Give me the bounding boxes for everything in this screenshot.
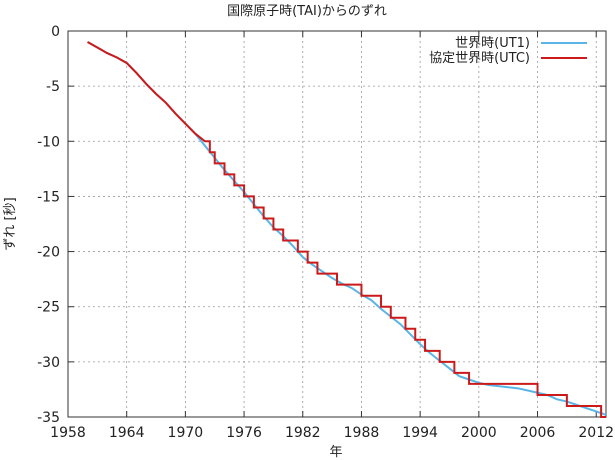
y-tick-label: -5 [46,79,60,95]
tick-layer: 1958 1964 1970 1976 1982 1988 1994 2000 2006 2012… [37,24,614,441]
series-layer [87,41,607,418]
x-tick-label: 2006 [520,425,556,441]
legend-label-utc: 協定世界時(UTC) [429,51,530,66]
series-line-utc [87,41,606,418]
x-tick-label: 1970 [168,425,204,441]
y-tick-label: -10 [37,134,60,150]
y-tick-label: -25 [37,300,60,316]
x-tick-label: 1976 [226,425,262,441]
x-tick-label: 1964 [109,425,145,441]
x-tick-label: 1994 [402,425,438,441]
y-tick-label: -35 [37,410,60,426]
legend-label-ut1: 世界時(UT1) [455,36,530,51]
x-tick-label: 2000 [461,425,497,441]
chart-title: 国際原子時(TAI)からのずれ [227,4,387,19]
y-axis-label: ずれ [秒] [3,197,18,250]
y-tick-label: -15 [37,189,60,205]
y-tick-label: -30 [37,355,60,371]
x-tick-label: 2012 [578,425,614,441]
grid-layer [68,31,606,417]
y-tick-label: -20 [37,245,60,261]
y-tick-label: 0 [51,24,60,40]
legend: 世界時(UT1) 協定世界時(UTC) [429,36,587,66]
x-tick-label: 1982 [285,425,321,441]
x-tick-label: 1958 [50,425,86,441]
x-tick-label: 1988 [344,425,380,441]
plot-frame [67,30,607,418]
x-axis-label: 年 [329,445,342,460]
